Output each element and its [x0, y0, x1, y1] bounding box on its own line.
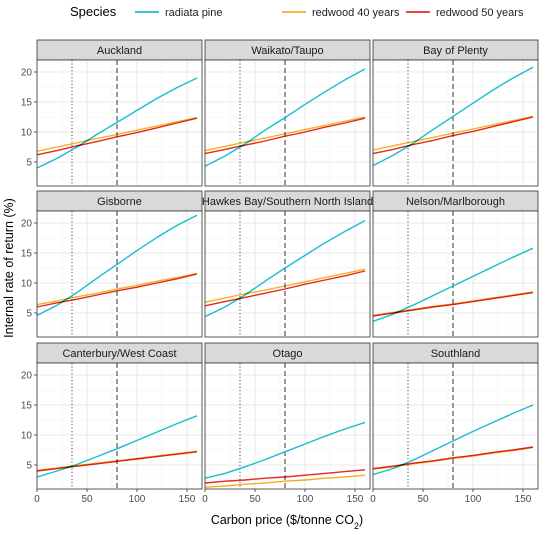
facet-title: Southland: [431, 348, 481, 360]
series-line: [372, 115, 534, 151]
facet-panel: Otago 0 50 100 150: [202, 342, 371, 505]
series-line: [372, 291, 534, 317]
y-tick-label: 10: [21, 279, 33, 290]
series-line: [204, 421, 366, 479]
x-tick-label: 50: [417, 494, 429, 505]
facet-panel: Nelson/Marlborough: [372, 190, 539, 338]
x-tick-label: 0: [202, 494, 208, 505]
x-axis-label-end: ): [359, 513, 363, 527]
x-tick-label: 100: [465, 494, 482, 505]
panel-border: [36, 362, 203, 490]
series-line: [36, 451, 198, 472]
panel-border: [372, 362, 539, 490]
legend-item: radiata pine: [135, 7, 223, 19]
panel-border: [372, 59, 539, 187]
y-tick-label: 10: [21, 431, 33, 442]
series-line: [36, 273, 198, 308]
facet-title: Auckland: [97, 45, 142, 57]
facet-title: Hawkes Bay/Southern North Island: [202, 196, 373, 208]
y-tick-label: 5: [26, 461, 32, 472]
y-tick-label: 5: [26, 309, 32, 320]
x-tick-label: 50: [249, 494, 261, 505]
series-line: [204, 270, 366, 307]
panel-border: [36, 59, 203, 187]
plot-area: [37, 211, 202, 337]
series-line: [372, 116, 534, 155]
series-line: [204, 219, 366, 318]
x-tick-label: 100: [129, 494, 146, 505]
x-tick-label: 150: [347, 494, 364, 505]
facet-title: Gisborne: [97, 196, 142, 208]
facet-panels: Auckland 5 10 15 20 Waikato/Taupo Bay of Plent…: [21, 39, 539, 505]
legend: Species radiata pine redwood 40 years redw…: [70, 4, 524, 19]
y-tick-label: 15: [21, 98, 33, 109]
legend-item: redwood 40 years: [282, 7, 400, 19]
panel-border: [372, 210, 539, 338]
legend-label: redwood 50 years: [436, 7, 524, 19]
facet-title: Waikato/Taupo: [251, 45, 323, 57]
x-axis-label-main: Carbon price ($/tonne CO: [211, 513, 354, 527]
series-line: [204, 474, 366, 488]
facet-title: Nelson/Marlborough: [406, 196, 505, 208]
panel-border: [204, 59, 371, 187]
plot-area: [373, 211, 538, 337]
facet-panel: Waikato/Taupo: [204, 39, 371, 187]
facet-panel: Bay of Plenty: [372, 39, 539, 187]
series-line: [204, 268, 366, 303]
plot-area: [373, 363, 538, 489]
facet-panel: Southland 0 50 100 150: [370, 342, 539, 505]
panel-border: [36, 210, 203, 338]
series-line: [36, 415, 198, 478]
facet-panel: Hawkes Bay/Southern North Island: [202, 190, 373, 338]
y-tick-label: 15: [21, 249, 33, 260]
x-tick-label: 100: [297, 494, 314, 505]
y-tick-label: 5: [26, 158, 32, 169]
plot-area: [205, 363, 370, 489]
x-axis-label-subscript: 2: [354, 521, 359, 530]
series-line: [204, 68, 366, 167]
facet-panel: Auckland 5 10 15 20: [21, 39, 203, 187]
x-axis-label: Carbon price ($/tonne CO2): [211, 513, 363, 530]
series-line: [36, 116, 198, 152]
y-tick-label: 20: [21, 68, 33, 79]
x-tick-label: 50: [81, 494, 93, 505]
series-line: [204, 116, 366, 152]
legend-title: Species: [70, 4, 117, 19]
y-tick-label: 20: [21, 371, 33, 382]
series-line: [204, 117, 366, 155]
facet-title: Otago: [273, 348, 303, 360]
legend-label: redwood 40 years: [312, 7, 400, 19]
series-line: [36, 77, 198, 169]
series-line: [36, 117, 198, 156]
series-line: [204, 469, 366, 484]
series-line: [372, 66, 534, 167]
y-tick-label: 20: [21, 219, 33, 230]
series-line: [372, 446, 534, 470]
facet-title: Canterbury/West Coast: [62, 348, 176, 360]
facet-panel: Gisborne 5 10 15 20: [21, 190, 203, 338]
legend-item: redwood 50 years: [406, 7, 524, 19]
facet-panel: Canterbury/West Coast 5 10 15 20 0 50 100 150: [21, 342, 203, 505]
x-tick-label: 150: [179, 494, 196, 505]
facet-title: Bay of Plenty: [423, 45, 488, 57]
y-tick-label: 15: [21, 401, 33, 412]
x-tick-label: 150: [515, 494, 532, 505]
x-tick-label: 0: [370, 494, 376, 505]
y-tick-label: 10: [21, 128, 33, 139]
legend-label: radiata pine: [165, 7, 223, 19]
y-axis-label: Internal rate of return (%): [2, 198, 16, 338]
panel-border: [204, 210, 371, 338]
x-tick-label: 0: [34, 494, 40, 505]
series-line: [36, 272, 198, 306]
panel-border: [204, 362, 371, 490]
